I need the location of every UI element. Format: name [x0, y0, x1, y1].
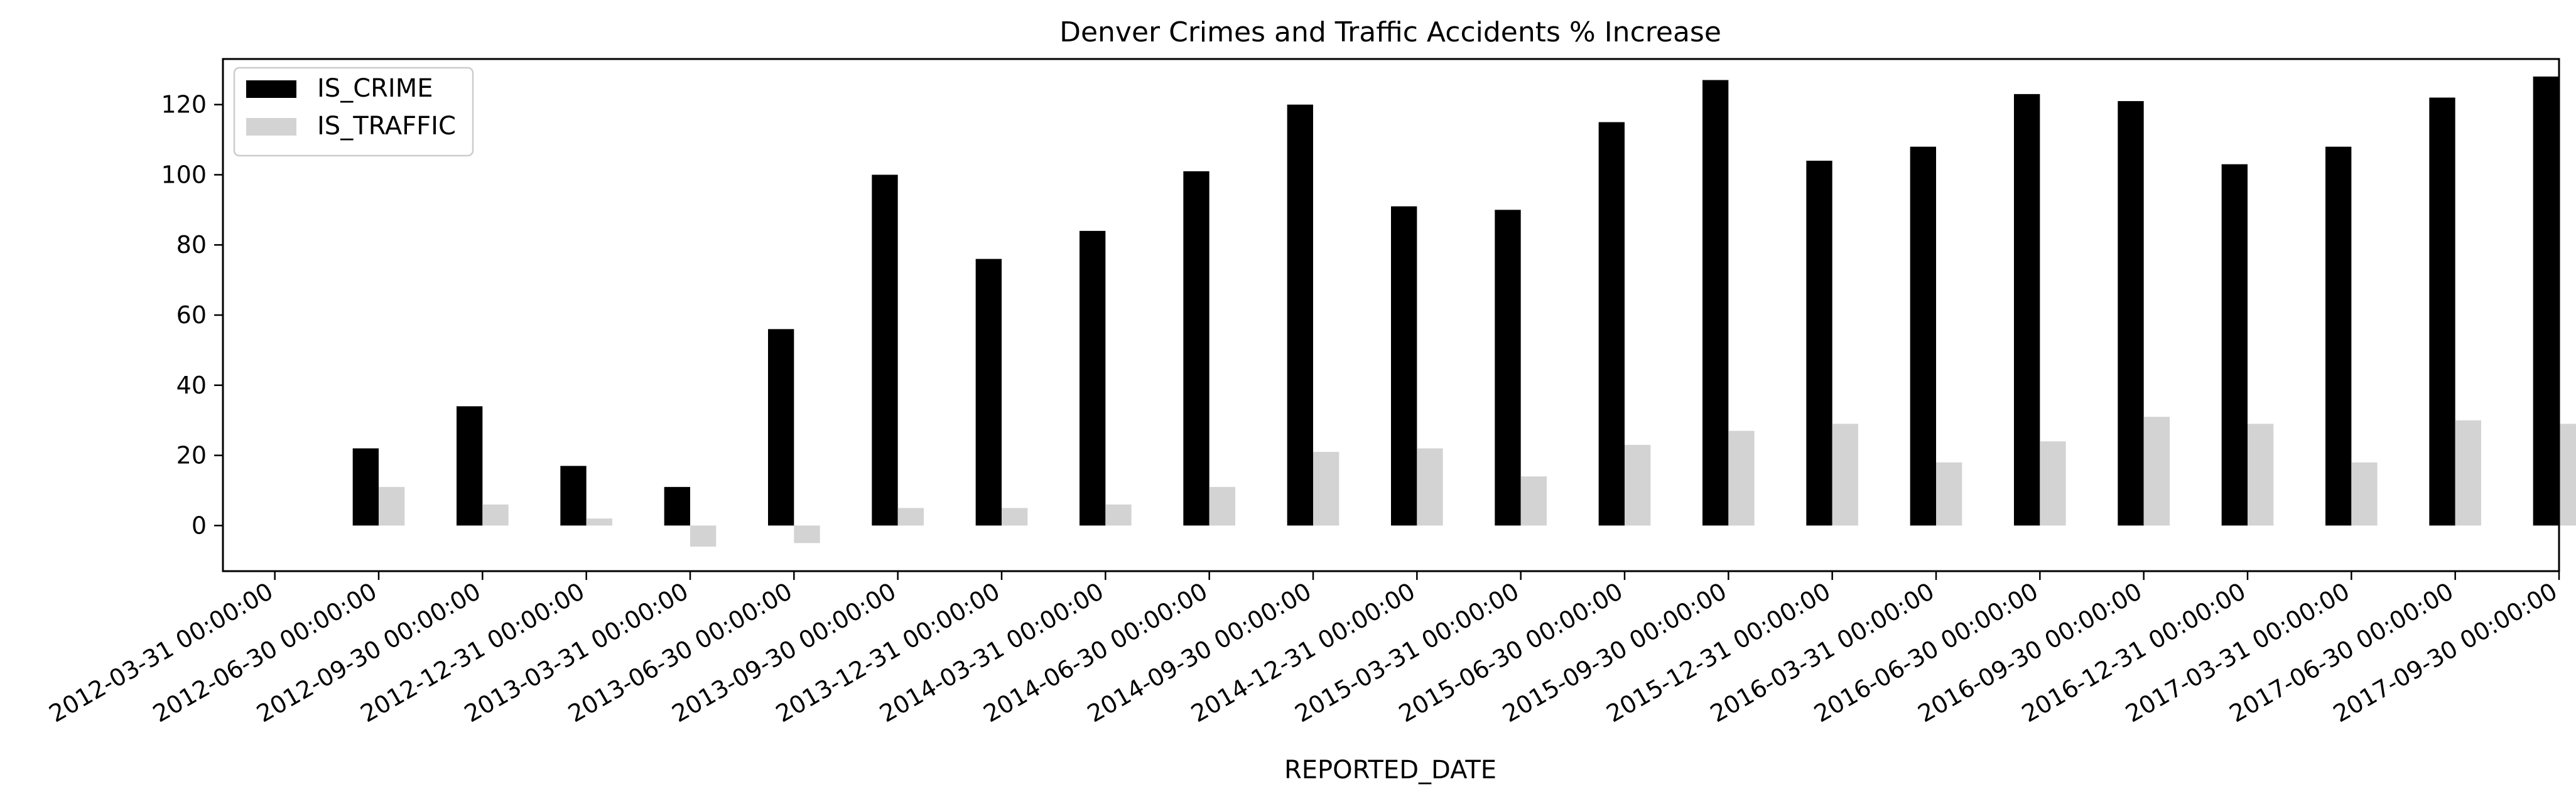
bar-is-crime	[2221, 164, 2248, 526]
bar-is-crime	[352, 448, 379, 526]
chart-title: Denver Crimes and Traffic Accidents % In…	[1059, 16, 1721, 48]
bar-is-traffic	[1520, 476, 1547, 526]
bar-is-traffic	[586, 518, 612, 526]
legend-label-is-traffic: IS_TRAFFIC	[317, 112, 456, 141]
bar-is-traffic	[690, 525, 717, 547]
bar-is-traffic	[379, 486, 405, 526]
y-tick-label: 100	[161, 161, 207, 188]
legend-swatch-is-crime	[246, 80, 296, 98]
bar-is-crime	[1391, 206, 1417, 526]
y-tick-label: 120	[161, 91, 207, 119]
bar-is-traffic	[794, 525, 820, 544]
bar-is-crime	[1910, 146, 1936, 526]
bar-is-traffic	[2143, 417, 2170, 526]
bar-is-traffic	[1417, 448, 1443, 526]
bar-is-crime	[1183, 171, 1210, 526]
plot-frame	[222, 58, 2560, 572]
bar-is-crime	[1287, 104, 1313, 526]
bar-is-crime	[1598, 122, 1625, 526]
bar-is-crime	[2325, 146, 2352, 526]
plot-area	[352, 76, 2576, 547]
bar-is-traffic	[2559, 424, 2576, 526]
y-tick-label: 40	[176, 372, 207, 399]
bar-is-traffic	[1625, 444, 1651, 526]
y-tick-label: 60	[176, 301, 207, 329]
bar-is-crime	[975, 259, 1002, 526]
y-tick-label: 20	[176, 442, 207, 469]
bar-is-traffic	[1313, 451, 1339, 526]
bar-is-traffic	[1209, 486, 1235, 526]
y-tick-label: 80	[176, 231, 207, 259]
x-axis-label: REPORTED_DATE	[1284, 756, 1496, 785]
bar-is-traffic	[1002, 508, 1028, 526]
bar-is-traffic	[1936, 462, 1962, 526]
bar-is-traffic	[1832, 424, 1858, 526]
bar-is-crime	[1806, 161, 1832, 526]
bar-is-crime	[1080, 230, 1106, 526]
bar-is-crime	[2533, 76, 2559, 526]
bar-is-traffic	[2455, 420, 2481, 526]
bar-is-traffic	[2248, 424, 2274, 526]
legend: IS_CRIME IS_TRAFFIC	[233, 67, 474, 157]
bar-is-crime	[768, 329, 794, 526]
bar-is-crime	[2429, 97, 2455, 526]
bar-is-crime	[1702, 80, 1729, 526]
bar-is-crime	[2014, 94, 2040, 526]
bar-is-crime	[560, 466, 587, 526]
bar-is-traffic	[1105, 504, 1132, 526]
y-axis: 0 20 40 60 80 100 120	[161, 91, 223, 539]
bar-is-traffic	[482, 504, 509, 526]
bar-is-crime	[2118, 101, 2144, 526]
bar-is-crime	[872, 174, 898, 526]
bar-is-crime	[457, 406, 483, 526]
legend-swatch-is-traffic	[246, 118, 296, 136]
bar-is-traffic	[2351, 462, 2378, 526]
bar-is-traffic	[897, 508, 924, 526]
y-tick-label: 0	[192, 512, 207, 539]
bar-is-traffic	[1728, 431, 1755, 526]
bar-is-crime	[664, 486, 690, 526]
bar-is-crime	[1495, 210, 1521, 526]
legend-label-is-crime: IS_CRIME	[317, 74, 433, 103]
bar-is-traffic	[2040, 441, 2066, 526]
